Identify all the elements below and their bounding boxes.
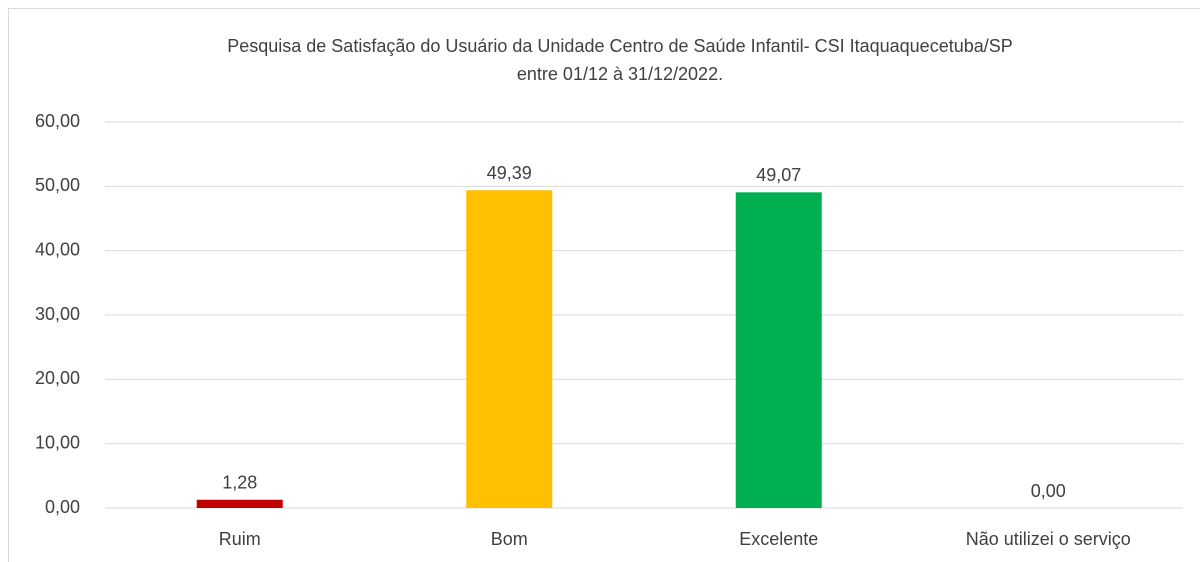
y-tick-label: 40,00 [35,239,80,259]
bar [735,192,822,508]
y-tick-label: 0,00 [45,497,80,517]
data-label: 0,00 [1031,481,1066,501]
chart-title: entre 01/12 à 31/12/2022. [517,64,723,84]
chart-title: Pesquisa de Satisfação do Usuário da Uni… [227,36,1013,56]
bar [196,499,283,508]
chart-frame [8,8,1200,562]
data-label: 49,39 [487,163,532,183]
y-tick-label: 60,00 [35,111,80,131]
x-tick-label: Ruim [219,529,261,549]
y-tick-label: 10,00 [35,432,80,452]
data-label: 49,07 [756,165,801,185]
data-label: 1,28 [222,473,257,493]
x-tick-label: Bom [491,529,528,549]
y-tick-label: 50,00 [35,175,80,195]
x-tick-label: Excelente [739,529,818,549]
bar [466,190,553,508]
y-tick-label: 30,00 [35,304,80,324]
x-tick-label: Não utilizei o serviço [966,529,1131,549]
y-tick-label: 20,00 [35,368,80,388]
